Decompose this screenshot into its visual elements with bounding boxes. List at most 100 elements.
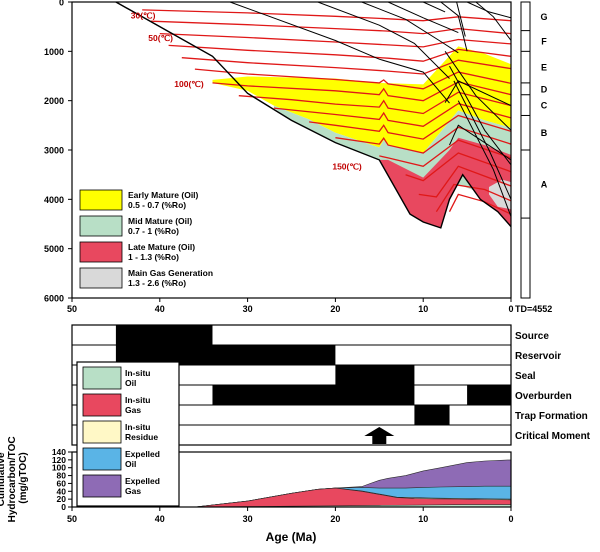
hc-tick-label-0: 0	[61, 502, 66, 512]
hc-tick-label-5: 100	[52, 463, 66, 473]
isotherm-line-8	[273, 102, 511, 127]
age-tick-label-bottom-0: 50	[67, 514, 77, 524]
hc-legend-label-2-a: In-situ	[125, 422, 151, 432]
isotherm-line-3	[168, 44, 511, 62]
isotherm-label-1: 50(℃)	[148, 33, 173, 43]
hc-tick-label-4: 80	[57, 471, 67, 481]
horizon-line-2	[317, 2, 450, 79]
age-tick-label-bottom-4: 10	[418, 514, 428, 524]
event-row-label-1: Reservoir	[515, 351, 561, 362]
legend-label-yellow: Early Mature (Oil)	[128, 190, 199, 200]
hc-legend-label-3-a: Expelled	[125, 449, 160, 459]
isotherm-line-5	[194, 68, 511, 90]
isotherm-line-1	[150, 20, 511, 35]
age-tick-label-bottom-3: 20	[330, 514, 340, 524]
legend-range-gray: 1.3 - 2.6 (%Ro)	[128, 278, 186, 288]
legend-swatch-red	[79, 241, 123, 263]
event-bar-3-1	[467, 385, 511, 405]
formation-label-A: A	[541, 180, 548, 190]
total-depth-label: TD=4552	[515, 304, 552, 314]
event-row-label-0: Source	[515, 331, 549, 342]
basement-line	[115, 2, 511, 229]
horizon-line-14	[453, 80, 511, 200]
formation-label-G: G	[540, 12, 547, 22]
hc-tick-label-7: 140	[52, 447, 66, 457]
depth-tick-label-3: 3000	[44, 146, 64, 156]
hc-legend-label-0-a: In-situ	[125, 368, 151, 378]
legend-label-gray: Main Gas Generation	[128, 268, 213, 278]
age-tick-label-top-5: 0	[508, 304, 513, 314]
hc-tick-label-2: 40	[57, 486, 67, 496]
horizon-line-15	[457, 100, 511, 217]
formation-label-E: E	[541, 63, 547, 73]
legend-range-yellow: 0.5 - 0.7 (%Ro)	[128, 200, 186, 210]
hc-legend-label-0-b: Oil	[125, 378, 136, 388]
age-tick-label-bottom-1: 40	[155, 514, 165, 524]
horizon-line-10	[444, 80, 511, 107]
area-gas	[194, 488, 511, 507]
age-tick-label-top-0: 50	[67, 304, 77, 314]
depth-tick-label-5: 5000	[44, 244, 64, 254]
isotherm-line-6	[212, 81, 511, 102]
horizon-line-3	[361, 2, 459, 54]
horizon-line-4	[387, 2, 459, 34]
hc-legend-swatch-4	[82, 474, 122, 498]
isotherm-label-2: 100(℃)	[174, 79, 204, 89]
legend-label-red: Late Mature (Oil)	[128, 242, 195, 252]
horizon-line-9	[475, 2, 511, 41]
age-tick-label-top-3: 20	[330, 304, 340, 314]
horizon-line-11	[449, 124, 511, 161]
formation-label-B: B	[541, 128, 548, 138]
isotherm-line-2	[159, 32, 511, 48]
depth-tick-label-1: 1000	[44, 47, 64, 57]
isotherm-line-13	[418, 165, 511, 198]
isotherm-label-0: 30(℃)	[131, 10, 156, 20]
age-tick-label-bottom-2: 30	[243, 514, 253, 524]
hc-legend-label-4-b: Gas	[125, 486, 141, 496]
depth-tick-label-6: 6000	[44, 294, 64, 304]
event-bar-0-0	[115, 325, 213, 345]
horizon-line-8	[466, 2, 511, 19]
age-tick-label-top-1: 40	[155, 304, 165, 314]
depth-tick-label-0: 0	[59, 0, 64, 8]
x-axis-label: Age (Ma)	[266, 530, 317, 544]
isotherm-line-0	[142, 9, 511, 22]
maturity-zone-yellow	[212, 46, 511, 153]
age-tick-label-top-2: 30	[243, 304, 253, 314]
hc-legend-swatch-1	[82, 393, 122, 417]
legend-swatch-gray	[79, 267, 123, 289]
formation-label-D: D	[541, 84, 548, 94]
event-bar-4-0	[414, 405, 450, 425]
isotherm-line-15	[448, 193, 511, 215]
age-tick-label-top-4: 10	[418, 304, 428, 314]
age-tick-label-bottom-5: 0	[508, 514, 513, 524]
isotherm-line-11	[379, 139, 511, 168]
hc-legend-label-4-a: Expelled	[125, 476, 160, 486]
isotherm-line-12	[405, 152, 511, 182]
horizon-line-12	[444, 51, 511, 131]
hc-legend-label-1-a: In-situ	[125, 395, 151, 405]
isotherm-line-10	[335, 126, 511, 154]
horizon-line-6	[440, 2, 468, 52]
event-bar-1-0	[115, 345, 336, 365]
event-row-label-4: Trap Formation	[515, 411, 588, 422]
hc-tick-label-1: 20	[57, 494, 67, 504]
hc-legend-swatch-2	[82, 420, 122, 444]
formation-label-F: F	[541, 36, 547, 46]
hc-legend-label-1-b: Gas	[125, 405, 141, 415]
event-row-label-5: Critical Moment	[515, 431, 591, 442]
event-row-label-3: Overburden	[515, 391, 572, 402]
event-row-label-2: Seal	[515, 371, 536, 382]
isotherm-line-4	[181, 57, 511, 75]
formation-label-C: C	[541, 101, 548, 111]
legend-label-green: Mid Mature (Oil)	[128, 216, 192, 226]
y-axis-label-hc: Cumulative Hydrocarbon/TOC (mg/gTOC)	[0, 434, 29, 523]
hc-legend-swatch-3	[82, 447, 122, 471]
isotherm-line-9	[309, 114, 511, 140]
event-bar-3-0	[212, 385, 415, 405]
legend-range-red: 1 - 1.3 (%Ro)	[128, 252, 179, 262]
hc-legend-label-3-b: Oil	[125, 459, 136, 469]
depth-tick-label-4: 4000	[44, 195, 64, 205]
